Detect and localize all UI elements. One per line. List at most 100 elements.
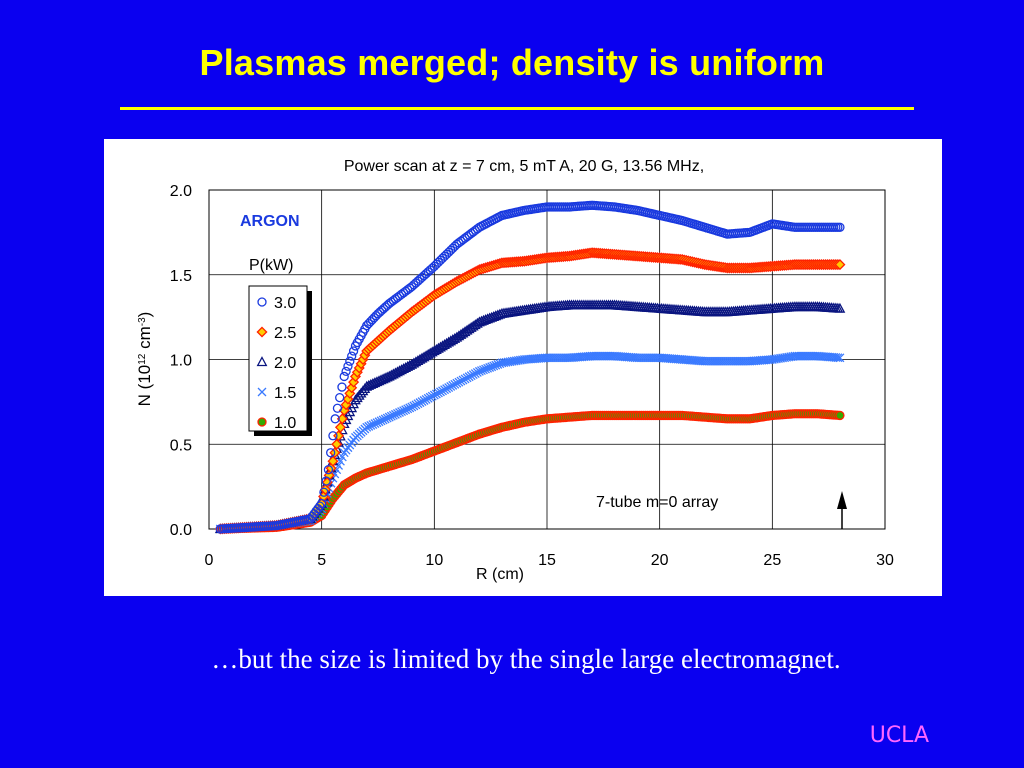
data-point-1-5-112 [438,386,447,396]
data-point-1-5-103 [419,396,429,405]
slide-caption: …but the size is limited by the single l… [211,644,841,674]
data-point-1-5-104 [421,394,431,404]
data-points [214,200,846,535]
data-point-1-5-116 [446,382,456,391]
data-point-1-5-97 [407,402,417,412]
data-point-1-5-113 [440,385,450,395]
data-point-1-5-100 [413,399,423,409]
x-tick-label-4: 20 [651,552,669,569]
data-point-3-0-56 [328,431,338,441]
x-axis-label: R (cm) [476,566,524,583]
data-point-1-5-102 [417,397,427,407]
data-point-1-5-306 [835,353,845,363]
data-point-1-5-121 [456,376,466,386]
data-point-2-0-306 [834,302,846,313]
data-point-3-0-51 [317,498,327,509]
data-point-3-0-62 [341,366,351,377]
data-point-1-5-98 [409,401,419,411]
data-point-1-5-106 [425,392,435,402]
slide-title: Plasmas merged; density is uniform [199,42,825,83]
data-point-1-5-304 [831,353,841,362]
x-tick-label-1: 5 [317,552,326,569]
gas-label: ARGON [240,213,300,230]
data-point-3-0-64 [345,356,355,366]
data-point-1-5-125 [464,372,474,382]
x-tick-label-5: 25 [763,552,781,569]
chart-title: Power scan at z = 7 cm, 5 mT A, 20 G, 13… [344,158,704,175]
data-point-1-5-114 [442,384,452,394]
legend: 3.0 2.5 2.0 1.5 1.0 [248,285,312,436]
legend-label-3-0: 3.0 [274,295,296,312]
data-point-1-5-119 [452,378,462,388]
ucla-logo: UCLA [869,723,929,748]
chart-panel: 0 5 10 15 20 25 30 0.0 0.5 1.0 1.5 2.0 Power scan a… [104,139,942,596]
legend-label-1-0: 1.0 [274,415,296,432]
data-point-2-0-139 [492,309,504,320]
data-point-3-0-59 [335,392,345,403]
legend-items: 3.0 2.5 2.0 1.5 1.0 [256,295,296,432]
data-point-1-5-105 [423,393,433,403]
y-tick-label-3: 1.5 [170,268,192,285]
data-point-1-5-110 [433,388,443,398]
data-point-1-5-122 [458,375,468,385]
legend-marker-3-0 [257,297,267,307]
data-point-1-5-120 [454,377,464,387]
data-point-1-5-126 [466,371,476,381]
data-point-2-5-61 [334,421,346,433]
data-point-1-5-108 [429,390,439,400]
x-tick-label-3: 15 [538,552,556,569]
legend-marker-1-5 [257,387,267,397]
data-point-3-0-57 [330,414,340,424]
series-2.5 [214,247,846,535]
data-point-1-5-124 [462,373,472,383]
data-point-3-0-63 [343,361,353,371]
x-tick-label-0: 0 [205,552,214,569]
y-tick-label-2: 1.0 [170,353,192,370]
y-axis-label: N (1012 cm-3) [135,312,154,407]
data-point-3-0-65 [347,351,357,361]
legend-label-1-5: 1.5 [274,385,296,402]
title-underline [120,107,914,110]
data-point-3-0-53 [321,476,331,486]
data-point-2-5-60 [333,430,345,442]
data-point-3-0-58 [332,403,343,413]
legend-title: P(kW) [249,257,293,274]
y-tick-label-1: 0.5 [170,437,192,454]
axis-ticks: 0 5 10 15 20 25 30 0.0 0.5 1.0 1.5 2.0 [170,183,894,569]
array-arrow [837,491,847,529]
plot-frame [208,189,886,530]
legend-marker-2-0 [256,356,268,367]
data-point-2-0-140 [494,308,506,319]
array-annotation: 7-tube m=0 array [596,494,718,511]
data-point-3-0-52 [319,487,329,497]
legend-label-2-5: 2.5 [274,325,296,342]
data-point-3-0-60 [337,382,347,392]
data-point-1-5-305 [833,353,843,363]
data-point-1-5-99 [411,400,421,410]
data-point-2-5-306 [834,259,846,271]
data-point-1-5-109 [431,389,441,399]
data-point-1-5-117 [448,380,458,390]
data-point-1-5-123 [460,374,470,384]
y-tick-label-0: 0.0 [170,522,192,539]
legend-label-2-0: 2.0 [274,355,296,372]
data-point-3-0-50 [315,501,325,511]
x-tick-label-2: 10 [425,552,443,569]
series-3.0 [215,200,845,534]
data-point-2-5-59 [331,438,343,450]
data-point-1-5-115 [444,383,454,393]
data-point-3-0-54 [323,465,334,475]
data-point-1-0-306 [835,410,845,421]
y-tick-label-4: 2.0 [170,183,192,200]
data-point-1-5-101 [415,398,425,408]
data-point-1-5-128 [470,369,480,378]
data-point-1-5-127 [468,370,478,380]
legend-marker-2-5 [256,326,268,338]
data-point-3-0-66 [348,346,359,356]
legend-marker-1-0 [257,417,267,427]
data-point-3-0-305 [835,222,845,232]
data-point-3-0-55 [326,448,336,458]
data-point-1-5-111 [436,387,445,397]
data-point-2-5-57 [327,455,339,467]
density-chart: 0 5 10 15 20 25 30 0.0 0.5 1.0 1.5 2.0 Power scan a… [135,158,894,583]
